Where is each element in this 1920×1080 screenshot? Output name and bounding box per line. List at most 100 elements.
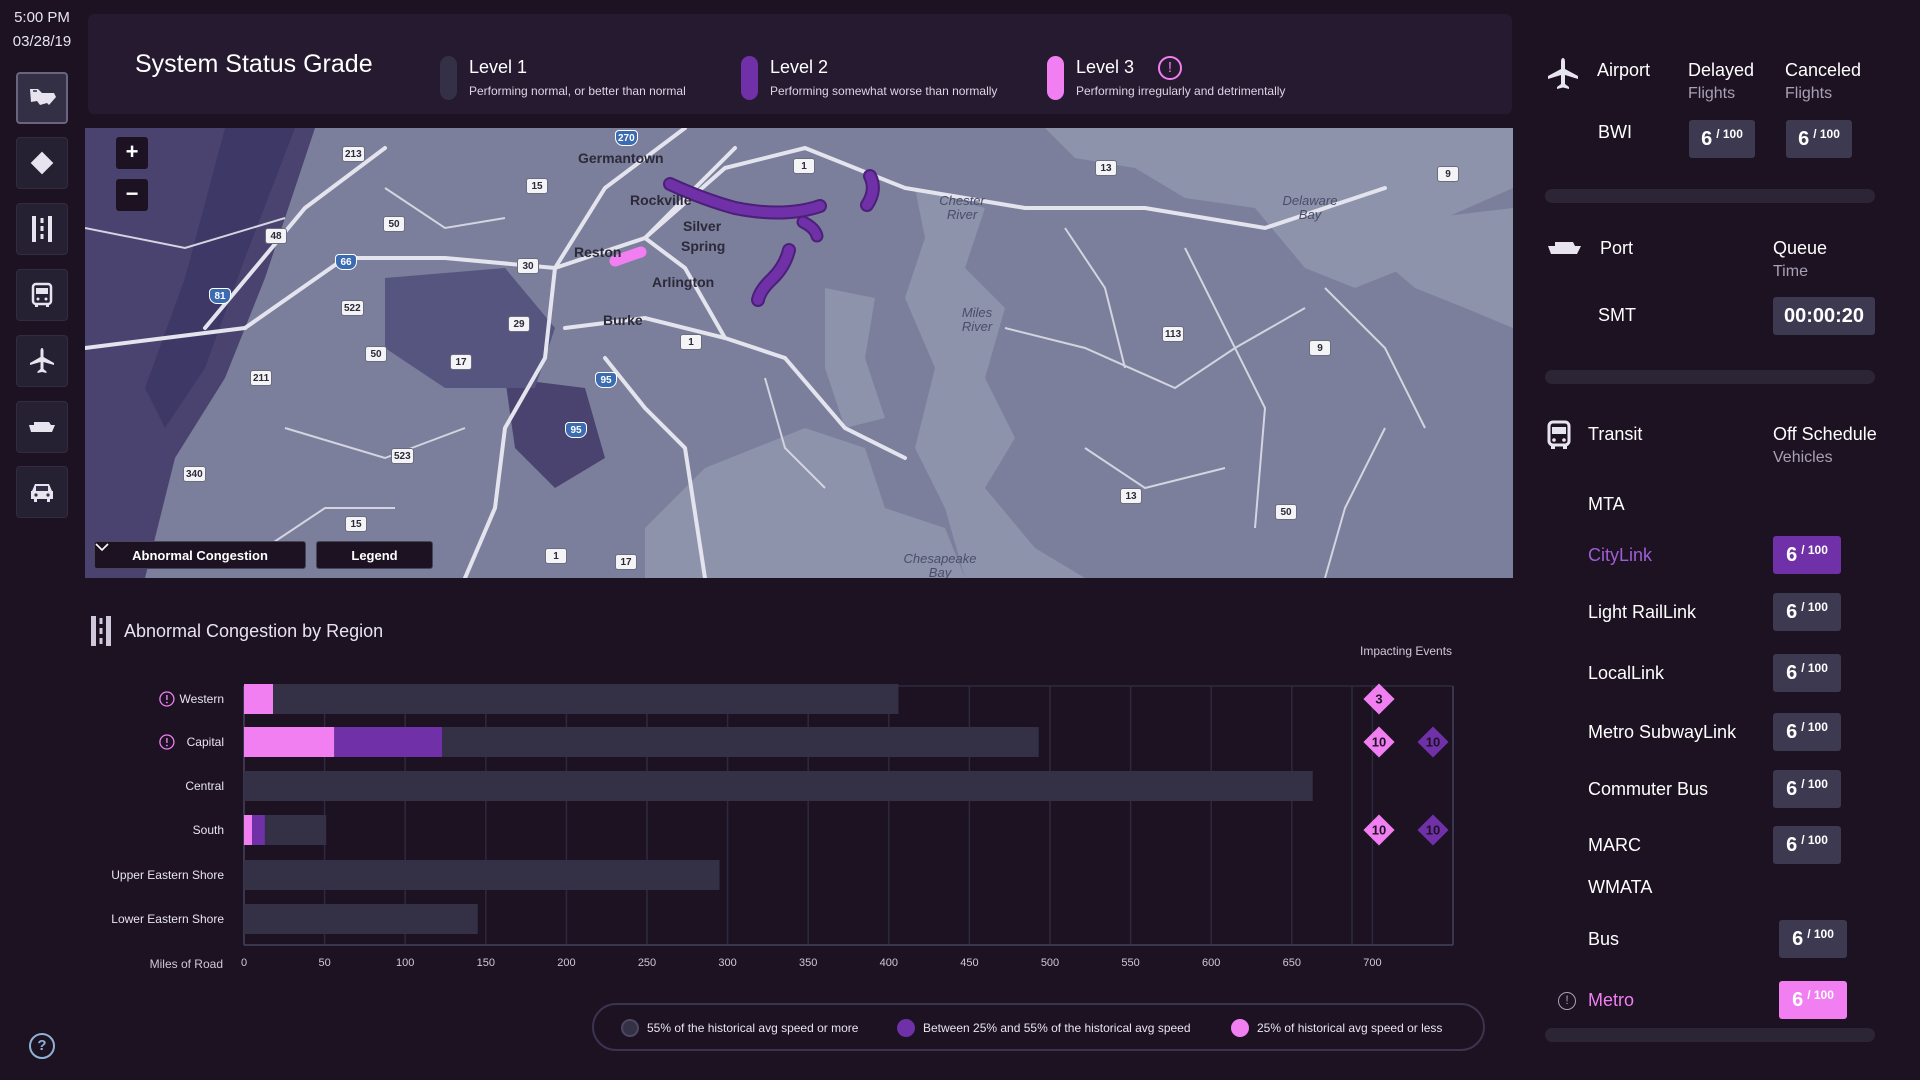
congestion-map[interactable]: Germantown Rockville Silver Spring Resto… — [85, 128, 1513, 578]
place-germantown: Germantown — [578, 150, 664, 166]
impact-event-count: 10 — [1426, 823, 1440, 838]
off-schedule-col-sub: Vehicles — [1773, 449, 1833, 466]
badge-total: / 100 — [1801, 777, 1828, 791]
category-label: Upper Eastern Shore — [111, 868, 224, 882]
x-tick-label: 500 — [1041, 957, 1059, 969]
map-icon — [30, 89, 56, 105]
left-rail: 5:00 PM 03/28/19 ? — [0, 0, 84, 1080]
help-button[interactable]: ? — [29, 1033, 55, 1059]
x-tick-label: 650 — [1283, 957, 1301, 969]
impact-event-count: 3 — [1375, 692, 1382, 707]
route-shield: 81 — [209, 288, 231, 304]
speed-legend-item-high: 55% of the historical avg speed or more — [621, 1019, 858, 1037]
transit-heading: Transit — [1588, 424, 1643, 444]
layer-select[interactable]: Abnormal Congestion — [94, 541, 306, 569]
x-tick-label: 550 — [1121, 957, 1139, 969]
rail-car-button[interactable] — [16, 466, 68, 518]
route-shield: 17 — [615, 554, 637, 570]
bar-segment[interactable] — [273, 684, 899, 714]
transit-badge[interactable]: 6/ 100 — [1773, 826, 1841, 864]
bwi-canceled-badge[interactable]: 6 / 100 — [1786, 120, 1852, 158]
transit-row-name[interactable]: CityLink — [1588, 545, 1653, 565]
route-shield: 15 — [345, 516, 367, 532]
category-label: South — [193, 823, 224, 837]
speed-dot-low — [1231, 1019, 1249, 1037]
right-panel — [1520, 0, 1920, 1080]
airplane-icon — [1548, 58, 1578, 89]
zoom-out-button[interactable]: − — [116, 179, 148, 211]
rail-roads-button[interactable] — [16, 137, 68, 189]
queue-col-sub: Time — [1773, 263, 1808, 280]
delayed-col-sub: Flights — [1688, 85, 1736, 102]
bar-segment[interactable] — [244, 684, 274, 714]
transit-row-name[interactable]: Light RailLink — [1588, 602, 1697, 622]
congestion-chart-svg: 0 50 100 150 200 250 300 350 400 450 500 550 600 650 7… — [111, 683, 1454, 971]
bar-segment[interactable] — [244, 815, 253, 845]
category-label: Central — [185, 779, 224, 793]
transit-badge[interactable]: 6/ 100 — [1773, 593, 1841, 631]
route-shield: 213 — [342, 146, 365, 162]
transit-row-name[interactable]: Bus — [1588, 929, 1620, 949]
bar-segment[interactable] — [252, 815, 265, 845]
level-3-desc: Performing irregularly and detrimentally — [1076, 84, 1286, 98]
badge-value: 6 — [1786, 833, 1798, 856]
rail-map-button[interactable] — [16, 72, 68, 124]
transit-badge[interactable]: 6/ 100 — [1773, 654, 1841, 692]
transit-badge[interactable]: 6/ 100 — [1773, 536, 1841, 574]
speed-legend-label: 25% of historical avg speed or less — [1257, 1021, 1443, 1035]
port-row-name: SMT — [1598, 305, 1636, 325]
place-spring: Spring — [681, 238, 726, 254]
warning-icon — [159, 691, 175, 707]
bar-segment[interactable] — [244, 904, 478, 934]
x-axis-label: Miles of Road — [150, 957, 223, 971]
transit-row-name[interactable]: Metro — [1588, 990, 1635, 1010]
place-silver: Silver — [683, 218, 722, 234]
badge-total: / 100 — [1801, 720, 1828, 734]
smt-queue-badge[interactable]: 00:00:20 — [1773, 297, 1875, 335]
route-shield: 95 — [565, 422, 587, 438]
transit-badge[interactable]: 6/ 100 — [1773, 713, 1841, 751]
transit-badge[interactable]: 6/ 100 — [1779, 920, 1847, 958]
rail-port-button[interactable] — [16, 401, 68, 453]
rail-transit-button[interactable] — [16, 269, 68, 321]
transit-row-name[interactable]: MARC — [1588, 835, 1641, 855]
transit-row-name[interactable]: LocalLink — [1588, 663, 1665, 683]
x-tick-label: 250 — [638, 957, 656, 969]
transit-badge[interactable]: 6/ 100 — [1773, 770, 1841, 808]
badge-value: 6 — [1792, 927, 1804, 950]
transit-row-name[interactable]: Commuter Bus — [1588, 779, 1709, 799]
route-shield: 15 — [526, 178, 548, 194]
water-chester-river: Chester River — [939, 193, 985, 222]
bwi-delayed-badge[interactable]: 6 / 100 — [1689, 120, 1755, 158]
x-tick-label: 100 — [396, 957, 414, 969]
bar-segment[interactable] — [442, 727, 1039, 757]
x-tick-label: 300 — [718, 957, 736, 969]
place-reston: Reston — [574, 244, 622, 260]
ship-icon — [1548, 242, 1581, 254]
bar-segment[interactable] — [244, 771, 1313, 801]
transit-badge[interactable]: 6/ 100 — [1779, 981, 1847, 1019]
level-1-swatch — [440, 56, 457, 100]
legend-button[interactable]: Legend — [316, 541, 433, 569]
lanes-icon — [32, 216, 52, 242]
bar-segment[interactable] — [244, 727, 335, 757]
congestion-chart: 0 50 100 150 200 250 300 350 400 450 500 550 600 650 7… — [90, 660, 1470, 980]
rail-traffic-button[interactable] — [16, 203, 68, 255]
route-shield: 29 — [508, 316, 530, 332]
bus-icon — [31, 282, 53, 307]
airport-row-name: BWI — [1598, 122, 1632, 142]
clock-time: 5:00 PM — [14, 9, 70, 26]
water-delaware-bay: Delaware Bay — [1282, 193, 1338, 222]
x-tick-label: 0 — [241, 957, 247, 969]
badge-value: 6 — [1786, 543, 1798, 566]
rail-airport-button[interactable] — [16, 335, 68, 387]
ship-icon — [29, 422, 55, 432]
speed-dot-high — [621, 1019, 639, 1037]
bar-segment[interactable] — [244, 860, 720, 890]
bar-segment[interactable] — [264, 815, 327, 845]
route-shield: 1 — [545, 548, 567, 564]
section-divider — [1545, 189, 1875, 203]
transit-row-name[interactable]: Metro SubwayLink — [1588, 722, 1737, 742]
zoom-in-button[interactable]: + — [116, 137, 148, 169]
bar-segment[interactable] — [334, 727, 443, 757]
